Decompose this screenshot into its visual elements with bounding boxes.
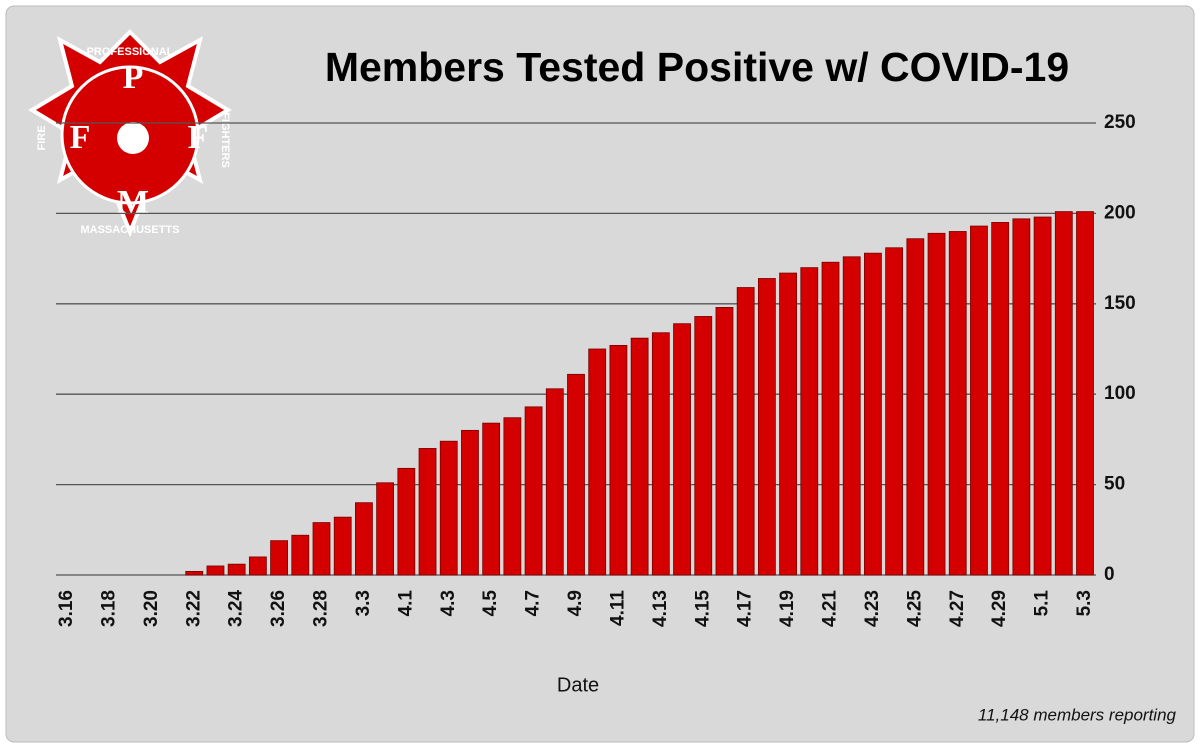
x-tick-label: 4.9 <box>565 590 586 616</box>
x-tick-label: 3.24 <box>226 590 247 627</box>
x-tick-label: 4.19 <box>777 590 798 627</box>
x-tick-label: 4.27 <box>947 590 968 627</box>
bar <box>842 256 861 576</box>
bar <box>864 252 882 576</box>
bar <box>800 267 819 576</box>
bar <box>970 225 988 576</box>
bar <box>609 344 628 576</box>
x-tick-label: 5.3 <box>1074 590 1095 616</box>
bar <box>482 422 501 576</box>
bar <box>927 232 946 576</box>
bar <box>1012 218 1031 576</box>
logo-text: MASSACHUSETTS <box>80 224 179 236</box>
bar <box>545 388 564 576</box>
bar <box>397 467 416 576</box>
x-tick-label: 4.11 <box>607 590 628 626</box>
x-tick-label: 4.3 <box>438 590 459 616</box>
bar <box>524 406 543 576</box>
x-tick-label: 4.7 <box>523 590 544 616</box>
chart-title: Members Tested Positive w/ COVID-19 <box>325 44 1069 90</box>
bar <box>461 429 479 576</box>
bar <box>439 440 458 576</box>
bar <box>185 570 204 576</box>
y-tick-label: 200 <box>1104 202 1136 223</box>
bar <box>248 556 267 576</box>
logo-letter: P <box>123 59 144 96</box>
bar <box>651 332 670 576</box>
x-tick-label: 3.26 <box>268 590 289 627</box>
bar <box>736 287 755 576</box>
x-tick-label: 3.18 <box>98 590 119 627</box>
x-tick-label: 4.13 <box>650 590 671 627</box>
x-tick-label: 3.22 <box>183 590 204 627</box>
bar <box>291 534 310 576</box>
x-tick-label: 4.1 <box>395 590 416 617</box>
logo-letter: F <box>188 119 209 156</box>
bar <box>630 337 649 576</box>
bar <box>376 482 395 576</box>
logo-letter: F <box>70 119 91 156</box>
y-tick-label: 0 <box>1104 564 1115 585</box>
bar <box>948 231 967 576</box>
bar <box>906 238 925 576</box>
bar <box>694 316 713 576</box>
note: 11,148 members reporting <box>978 705 1177 724</box>
logo-text: FIGHTERS <box>219 112 231 168</box>
x-tick-label: 5.1 <box>1032 590 1053 617</box>
logo-emblem <box>117 122 149 154</box>
x-tick-label: 4.23 <box>862 590 883 627</box>
y-tick-label: 50 <box>1104 474 1125 495</box>
y-tick-label: 150 <box>1104 293 1136 314</box>
bar <box>206 565 225 576</box>
bar <box>1033 216 1052 576</box>
bar <box>1076 211 1094 576</box>
bar <box>270 540 288 576</box>
x-tick-label: 4.25 <box>904 590 925 627</box>
logo-text: FIRE <box>36 125 48 150</box>
x-tick-label: 3.3 <box>353 590 374 616</box>
logo: PROFESSIONAL MASSACHUSETTS FIRE FIGHTERS… <box>28 29 232 238</box>
x-tick-label: 4.21 <box>820 590 841 627</box>
bar <box>779 272 797 576</box>
x-axis-label: Date <box>557 674 599 696</box>
bar <box>312 522 331 576</box>
bar <box>673 323 691 576</box>
x-tick-label: 4.5 <box>480 590 501 617</box>
bar <box>503 417 522 576</box>
x-tick-label: 3.20 <box>141 590 162 627</box>
bar <box>991 222 1010 576</box>
bar <box>227 563 246 576</box>
y-tick-label: 250 <box>1104 112 1136 133</box>
x-tick-label: 4.29 <box>989 590 1010 627</box>
bar <box>333 516 352 576</box>
bar <box>821 261 840 576</box>
bar <box>355 502 373 576</box>
logo-letter: M <box>117 184 149 221</box>
bar <box>715 307 734 576</box>
bar <box>757 278 776 576</box>
logo-text: PROFESSIONAL <box>87 46 174 58</box>
bar <box>588 348 607 576</box>
x-tick-label: 4.15 <box>692 590 713 627</box>
x-tick-label: 4.17 <box>735 590 756 627</box>
bar <box>418 448 437 576</box>
bar <box>885 247 904 576</box>
x-tick-label: 3.16 <box>56 590 77 627</box>
x-tick-label: 3.28 <box>311 590 332 627</box>
y-tick-label: 100 <box>1104 383 1136 404</box>
bar <box>567 373 585 576</box>
bar <box>1054 211 1073 576</box>
